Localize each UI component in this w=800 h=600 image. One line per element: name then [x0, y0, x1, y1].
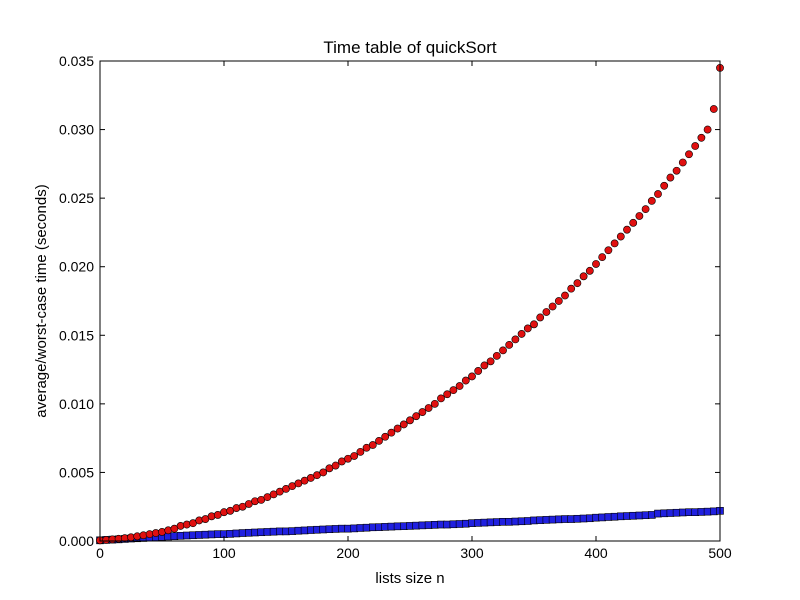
data-point: [375, 436, 383, 445]
series-layer: [96, 63, 724, 545]
data-point: [592, 260, 600, 268]
data-point: [598, 253, 607, 262]
data-point: [641, 205, 650, 214]
data-point: [461, 376, 470, 385]
data-point: [691, 142, 700, 150]
x-tick-label: 300: [460, 545, 484, 561]
data-point: [412, 412, 421, 421]
data-point: [406, 416, 414, 425]
data-point: [542, 308, 551, 316]
data-point: [610, 239, 619, 248]
data-point: [678, 158, 687, 167]
plot-frame: [99, 60, 721, 542]
data-point: [616, 232, 625, 241]
data-point: [697, 133, 706, 142]
data-point: [623, 225, 631, 234]
data-point: [536, 313, 545, 322]
x-tick-label: 200: [336, 545, 360, 561]
data-point: [567, 284, 576, 293]
data-point: [319, 468, 328, 477]
y-tick-label: 0.035: [59, 53, 94, 69]
data-point: [709, 105, 718, 113]
data-point: [449, 386, 458, 395]
y-tick-label: 0.000: [59, 533, 94, 549]
y-tick-label: 0.020: [59, 259, 94, 275]
data-point: [511, 335, 520, 344]
data-point: [666, 173, 675, 182]
data-point: [368, 441, 377, 449]
y-tick-label: 0.015: [59, 327, 94, 343]
x-tick-label: 0: [96, 545, 104, 561]
data-point: [468, 372, 476, 381]
x-tick-label: 400: [584, 545, 608, 561]
data-point: [523, 324, 532, 333]
data-point: [486, 357, 495, 366]
y-axis-label: average/worst-case time (seconds): [33, 184, 50, 417]
data-point: [561, 291, 569, 300]
data-point: [505, 340, 514, 349]
x-tick-label: 100: [212, 545, 236, 561]
y-tick-label: 0.005: [59, 464, 94, 480]
x-tick-label: 500: [708, 545, 732, 561]
data-point: [430, 399, 439, 408]
series-1: [96, 63, 724, 545]
y-tick-label: 0.010: [59, 396, 94, 412]
data-point: [492, 351, 501, 360]
data-point: [647, 196, 656, 205]
data-point: [554, 297, 563, 305]
data-point: [604, 246, 613, 255]
data-point: [356, 447, 365, 456]
data-point: [654, 190, 662, 198]
data-point: [573, 279, 582, 288]
data-point: [474, 367, 483, 375]
data-point: [350, 452, 359, 460]
x-axis-label: lists size n: [375, 570, 444, 587]
data-point: [579, 272, 588, 281]
data-point: [381, 432, 390, 441]
data-point: [685, 150, 693, 159]
data-point: [437, 394, 445, 403]
data-point: [703, 125, 712, 134]
y-tick-label: 0.025: [59, 190, 94, 206]
data-point: [635, 212, 644, 220]
data-point: [530, 320, 538, 329]
data-point: [424, 404, 433, 412]
data-point: [455, 382, 464, 390]
data-point: [387, 428, 396, 437]
chart-title: Time table of quickSort: [323, 38, 496, 57]
data-point: [399, 420, 408, 429]
data-point: [393, 424, 402, 433]
data-point: [672, 166, 681, 175]
data-point: [629, 218, 638, 227]
ticks-layer: 0 100 200 300 400 500 0.000 0.005 0.010 0.015 0.02…: [59, 53, 732, 561]
data-point: [443, 390, 452, 399]
y-tick-label: 0.030: [59, 122, 94, 138]
data-point: [499, 346, 507, 355]
data-point: [418, 408, 427, 416]
data-point: [517, 330, 526, 338]
data-point: [548, 302, 557, 311]
data-point: [480, 361, 489, 370]
data-point: [660, 181, 669, 190]
data-point: [585, 266, 594, 275]
data-point: [331, 461, 340, 470]
